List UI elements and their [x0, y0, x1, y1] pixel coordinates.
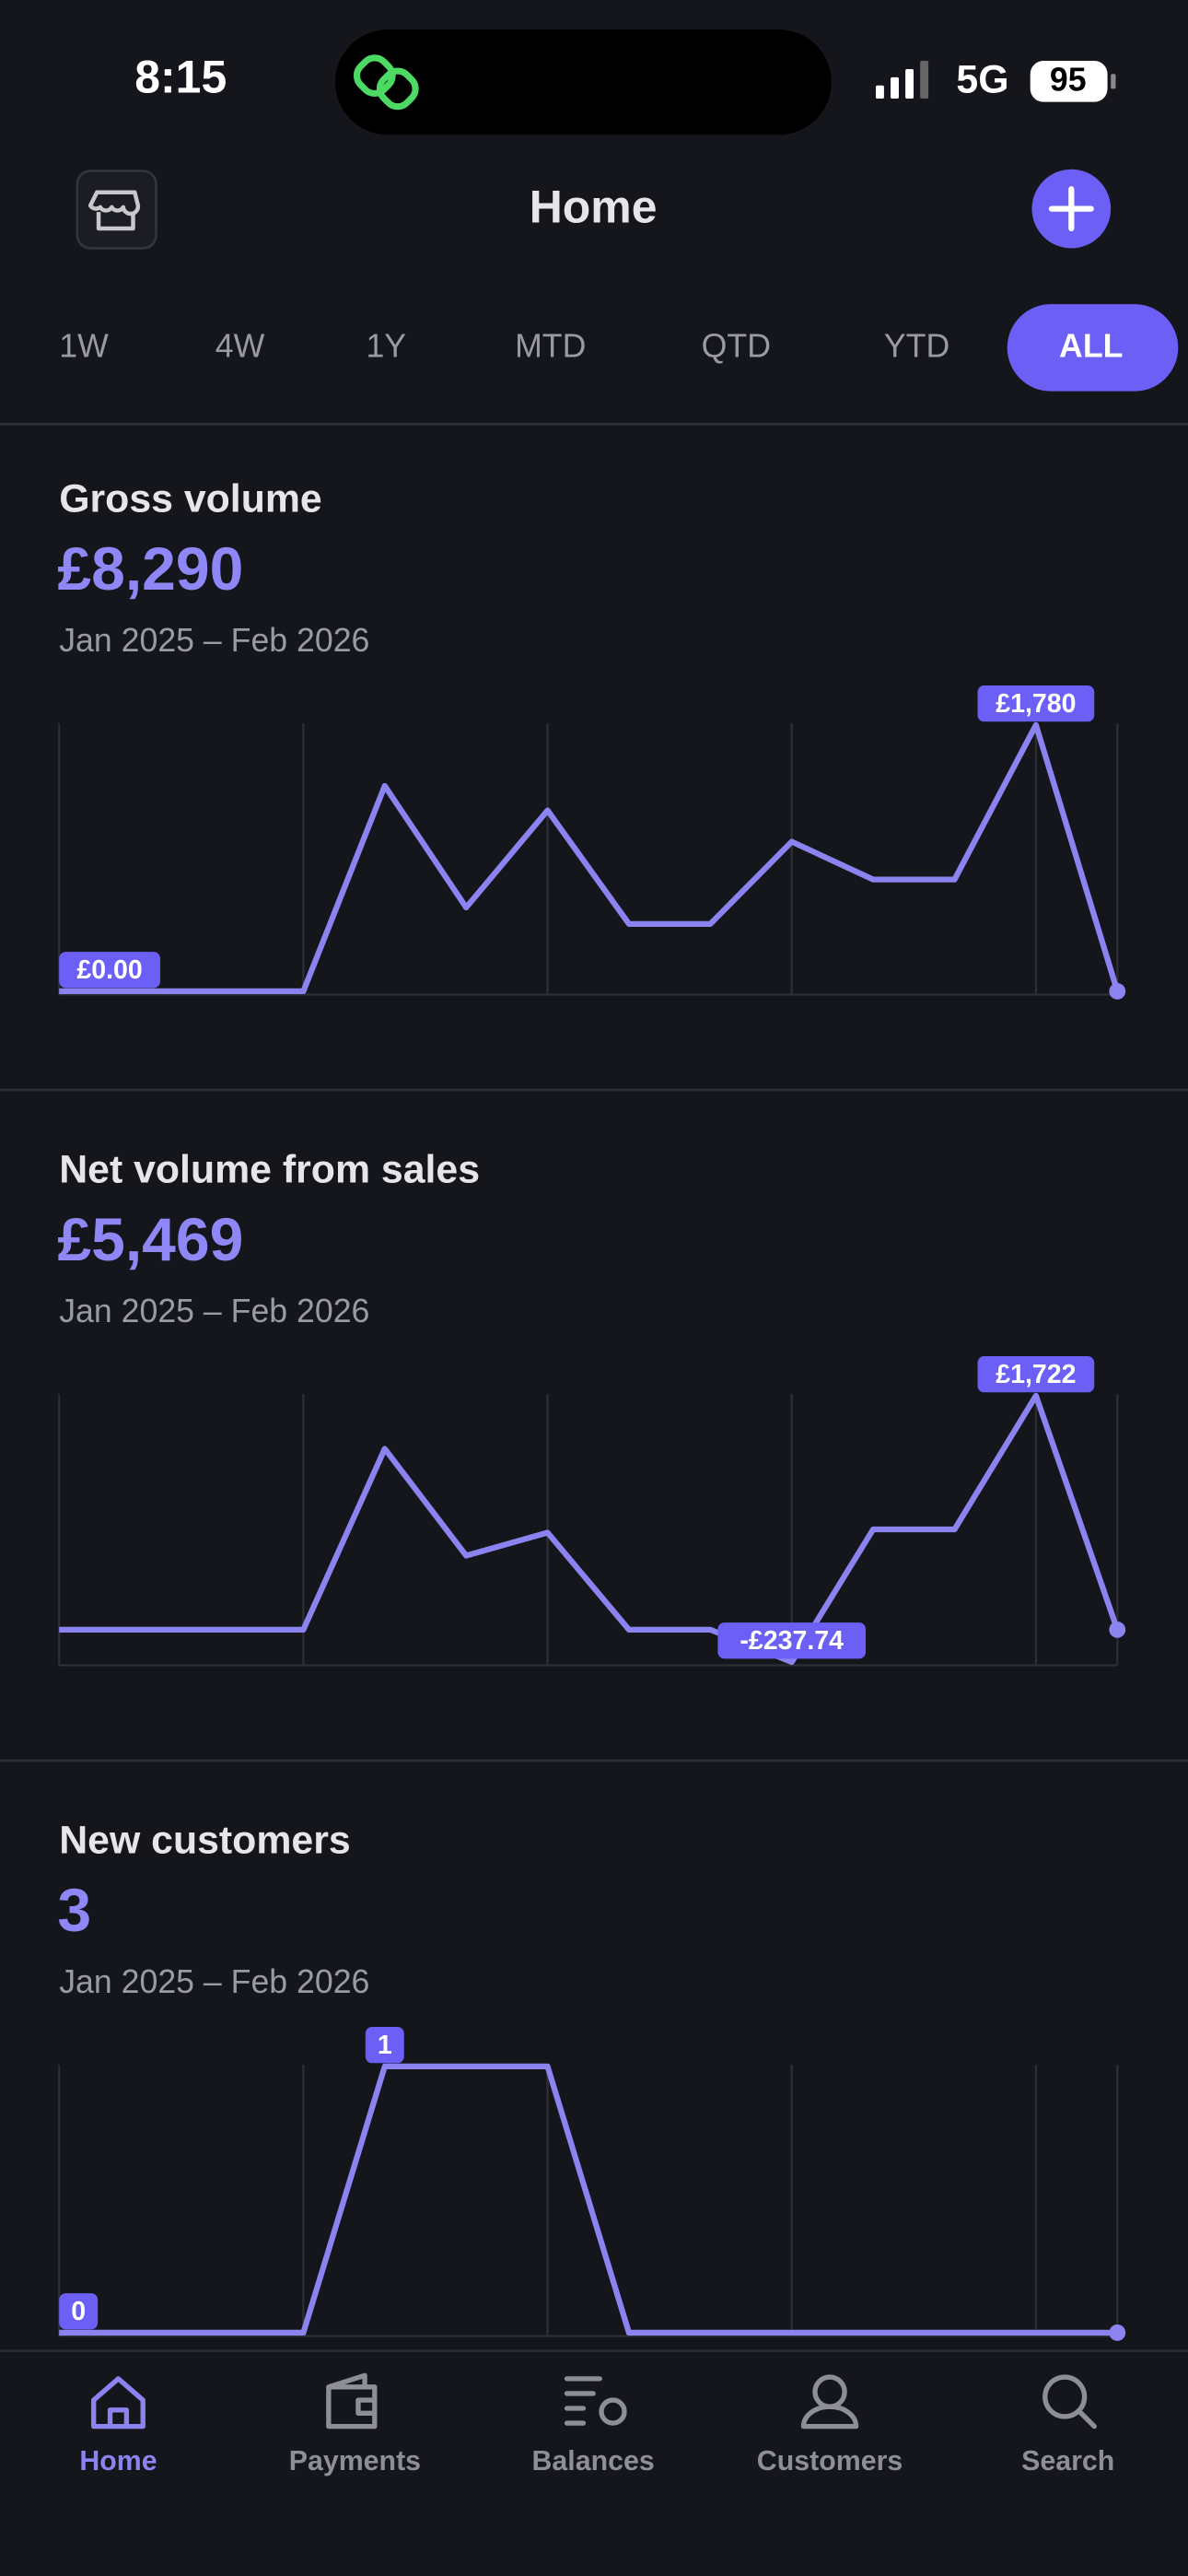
value-label: 0	[71, 2297, 86, 2326]
period-tab[interactable]: 4W	[215, 328, 265, 365]
nav-label: Payments	[289, 2446, 421, 2476]
period-tab[interactable]: YTD	[884, 328, 949, 365]
period-tab[interactable]: QTD	[702, 328, 771, 365]
nav-item[interactable]: Customers	[757, 2374, 903, 2476]
value-label: -£237.74	[740, 1626, 844, 1656]
end-point	[1109, 1621, 1126, 1638]
period-tab[interactable]: 1W	[59, 328, 109, 365]
battery-tip	[1111, 74, 1116, 89]
line	[59, 721, 1121, 995]
value-label: 1	[378, 2031, 392, 2060]
card-title: Gross volume	[59, 477, 322, 521]
nav-icon	[326, 2372, 378, 2430]
value-label-bg	[717, 1622, 867, 1659]
card-total: £5,469	[57, 1205, 243, 1273]
card-total: 3	[57, 1876, 91, 1944]
value-label-bg	[59, 2293, 99, 2330]
value-label-bg	[365, 2027, 404, 2064]
line	[59, 2063, 1118, 2336]
header-title: Home	[530, 181, 658, 233]
nav-label: Customers	[757, 2446, 903, 2476]
value-label-bg	[977, 1356, 1095, 1393]
nav-item[interactable]: Payments	[289, 2372, 421, 2476]
period-tab[interactable]: ALL	[1059, 328, 1123, 365]
value-label-bg	[977, 685, 1095, 722]
end-point	[1109, 983, 1126, 1000]
nav-icon	[1042, 2374, 1097, 2430]
nav-item[interactable]: Home	[79, 2376, 157, 2476]
signal-icon	[875, 61, 929, 100]
card-period: Jan 2025 – Feb 2026	[59, 1293, 369, 1329]
nav-icon	[800, 2374, 859, 2430]
network: 5G	[956, 58, 1008, 102]
nav-item[interactable]: Balances	[532, 2376, 655, 2476]
value-label: £1,780	[996, 689, 1076, 719]
battery-level: 95	[1050, 62, 1087, 99]
metric-card[interactable]: Gross volume £8,290 Jan 2025 – Feb 2026 £0.…	[0, 477, 1188, 1092]
tab-bar	[0, 2350, 1188, 2576]
period-tab[interactable]: 1Y	[366, 328, 406, 365]
store-icon	[87, 190, 141, 231]
clock: 8:15	[134, 52, 227, 103]
dynamic-island	[334, 29, 832, 135]
period-tab[interactable]: MTD	[515, 328, 586, 365]
nav-label: Balances	[532, 2446, 655, 2476]
metric-card[interactable]: New customers 3 Jan 2025 – Feb 2026 0 1	[57, 1819, 1126, 2341]
nav-icon	[91, 2376, 146, 2430]
link-icon	[353, 54, 419, 111]
card-period: Jan 2025 – Feb 2026	[59, 622, 369, 659]
end-point	[1109, 2324, 1126, 2341]
card-period: Jan 2025 – Feb 2026	[59, 1963, 369, 2000]
card-total: £8,290	[57, 534, 243, 603]
add-icon	[1048, 186, 1094, 232]
line	[59, 1392, 1121, 1666]
metric-card[interactable]: Net volume from sales £5,469 Jan 2025 – Fe…	[0, 1148, 1188, 1762]
battery	[1030, 61, 1108, 102]
value-label-bg	[59, 952, 160, 989]
card-title: Net volume from sales	[59, 1148, 480, 1192]
nav-icon	[564, 2376, 627, 2426]
value-label: £0.00	[76, 955, 142, 985]
nav-item[interactable]: Search	[1021, 2374, 1114, 2476]
nav-label: Home	[79, 2446, 157, 2476]
card-title: New customers	[59, 1819, 350, 1863]
period-tab-selected[interactable]	[1007, 304, 1179, 392]
nav-label: Search	[1021, 2446, 1114, 2476]
value-label: £1,722	[996, 1360, 1076, 1389]
